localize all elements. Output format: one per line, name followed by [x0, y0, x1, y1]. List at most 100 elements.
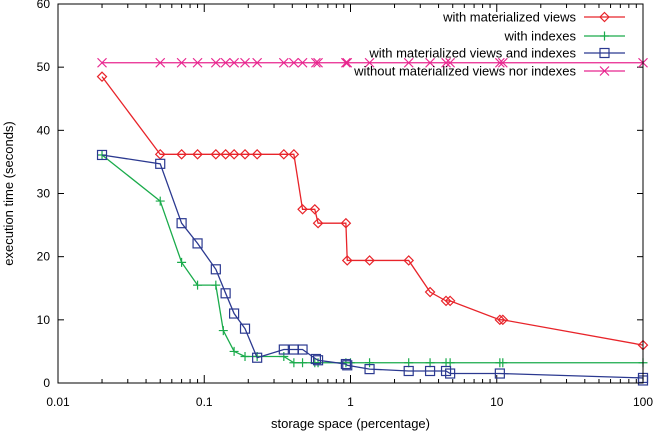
data-point [403, 255, 415, 266]
y-tick-label: 40 [37, 123, 51, 137]
data-point [310, 57, 321, 68]
data-point [340, 358, 351, 370]
legend-label: with indexes [503, 29, 576, 44]
series-2 [97, 150, 648, 368]
data-point [424, 365, 436, 377]
data-point [440, 295, 452, 307]
data-point [96, 149, 108, 161]
data-point [220, 148, 231, 160]
legend-marker [599, 47, 610, 59]
x-axis-ticks: 0.01 0.1 1 10 100 [46, 4, 653, 409]
legend-marker [600, 31, 609, 41]
y-tick-label: 50 [37, 60, 51, 74]
data-point [445, 358, 455, 368]
data-point [288, 148, 300, 160]
data-point [240, 351, 250, 361]
series-layer [96, 57, 649, 386]
data-point [278, 148, 290, 160]
data-point [364, 255, 375, 266]
data-point [340, 217, 352, 229]
data-point [498, 358, 508, 368]
data-point [239, 148, 251, 160]
data-point [342, 360, 353, 371]
x-tick-label: 1 [347, 395, 354, 409]
data-point [228, 148, 240, 160]
data-point [310, 353, 322, 365]
series-1 [96, 71, 649, 351]
y-axis-ticks: 0 10 20 30 40 50 60 [37, 0, 643, 390]
x-tick-label: 0.1 [196, 395, 213, 409]
data-point [229, 57, 240, 68]
data-point [425, 358, 435, 368]
data-point [240, 57, 250, 68]
data-point [404, 358, 414, 368]
data-point [278, 344, 289, 355]
series-3 [96, 149, 649, 386]
data-point [313, 57, 323, 68]
data-point [218, 326, 228, 336]
data-point [176, 218, 187, 229]
data-point [176, 57, 187, 68]
data-point [252, 57, 263, 68]
data-point [445, 368, 456, 379]
data-point [445, 57, 456, 68]
data-point [424, 286, 436, 298]
data-point [252, 352, 263, 363]
plot-frame [57, 3, 644, 384]
data-point [312, 355, 324, 366]
data-point [229, 346, 239, 356]
y-tick-label: 30 [37, 187, 51, 201]
data-point [177, 257, 187, 267]
data-point [497, 314, 509, 326]
data-point [494, 57, 505, 68]
series-line [101, 76, 644, 346]
data-point [297, 57, 308, 68]
x-tick-label: 10 [490, 395, 504, 409]
data-point [444, 295, 456, 307]
data-point [192, 148, 203, 160]
data-point [220, 288, 231, 299]
data-point [155, 158, 166, 169]
legend-label: without materialized views nor indexes [353, 64, 576, 79]
legend-marker [599, 11, 610, 23]
data-point [251, 148, 263, 160]
data-point [193, 280, 203, 290]
data-point [211, 280, 221, 290]
series-4 [97, 57, 648, 68]
data-point [155, 57, 166, 68]
data-point [97, 57, 107, 68]
data-point [297, 344, 308, 355]
data-point [192, 238, 203, 249]
legend: with materialized views with indexes with … [353, 10, 625, 79]
x-tick-label: 100 [633, 395, 653, 409]
data-point [279, 351, 289, 361]
x-axis-label: storage space (percentage) [271, 416, 430, 431]
x-tick-label: 0.01 [46, 395, 70, 409]
data-point [342, 57, 353, 68]
data-point [278, 57, 289, 68]
data-point [364, 364, 375, 375]
data-point [494, 314, 506, 326]
data-point [297, 203, 308, 215]
data-point [176, 148, 187, 160]
data-point [365, 358, 375, 368]
data-point [341, 255, 353, 266]
data-point [210, 148, 222, 160]
data-point [441, 57, 451, 68]
series-line [101, 154, 644, 381]
data-point [96, 71, 108, 82]
y-tick-label: 0 [43, 376, 50, 390]
data-point [298, 358, 308, 368]
data-point [192, 57, 203, 68]
data-point [309, 203, 321, 215]
data-point [220, 57, 231, 68]
y-axis-label: execution time (seconds) [1, 121, 16, 266]
data-point [403, 365, 414, 377]
data-point [289, 358, 299, 368]
data-point [494, 368, 505, 379]
data-point [340, 57, 351, 68]
data-point [497, 57, 508, 68]
data-point [239, 323, 251, 334]
legend-label: with materialized views [442, 10, 576, 25]
